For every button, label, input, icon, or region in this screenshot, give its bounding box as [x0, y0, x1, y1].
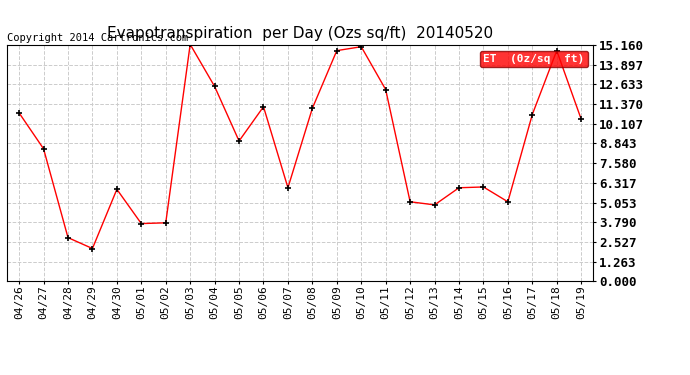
Legend: ET  (0z/sq  ft): ET (0z/sq ft) [480, 51, 588, 67]
Text: Copyright 2014 Cartronics.com: Copyright 2014 Cartronics.com [7, 33, 188, 43]
Title: Evapotranspiration  per Day (Ozs sq/ft)  20140520: Evapotranspiration per Day (Ozs sq/ft) 2… [107, 26, 493, 41]
